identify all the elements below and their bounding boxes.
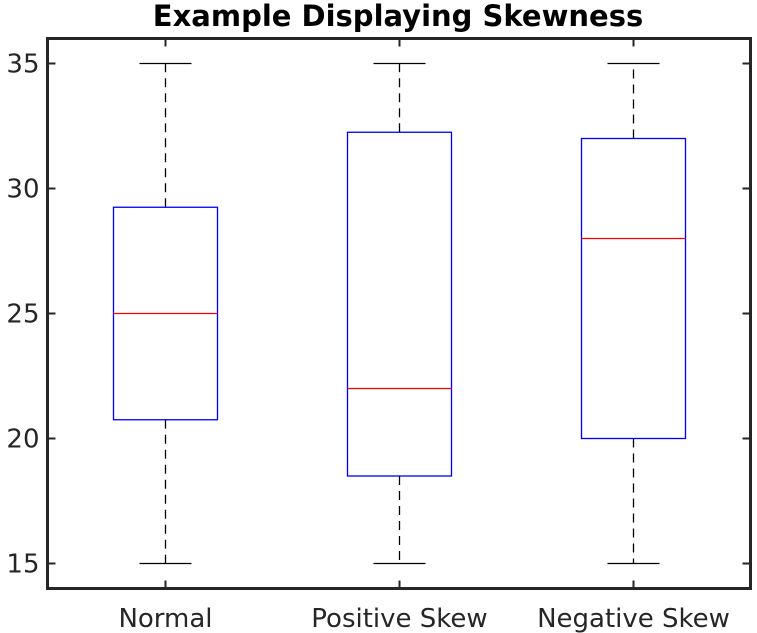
- axis-ticks: 15 20 25 30 35 Normal Positive Skew Negative Sk…: [6, 38, 751, 633]
- plot-marks: [112, 62, 687, 565]
- y-tick-label-25: 25: [6, 300, 39, 330]
- box-negative-skew: [580, 137, 687, 440]
- box-group-negative-skew: [580, 62, 687, 565]
- x-tick-label-positive-skew: Positive Skew: [311, 604, 487, 633]
- x-tick-label-normal: Normal: [118, 604, 212, 633]
- box-group-normal: [112, 62, 219, 565]
- y-tick-label-35: 35: [6, 50, 39, 80]
- box-positive-skew: [346, 131, 453, 477]
- chart-title: Example Displaying Skewness: [153, 0, 643, 33]
- y-tick-label-20: 20: [6, 425, 39, 455]
- y-tick-label-30: 30: [6, 175, 39, 205]
- box-group-positive-skew: [346, 62, 453, 565]
- x-tick-label-negative-skew: Negative Skew: [537, 604, 730, 633]
- y-tick-label-15: 15: [6, 550, 39, 580]
